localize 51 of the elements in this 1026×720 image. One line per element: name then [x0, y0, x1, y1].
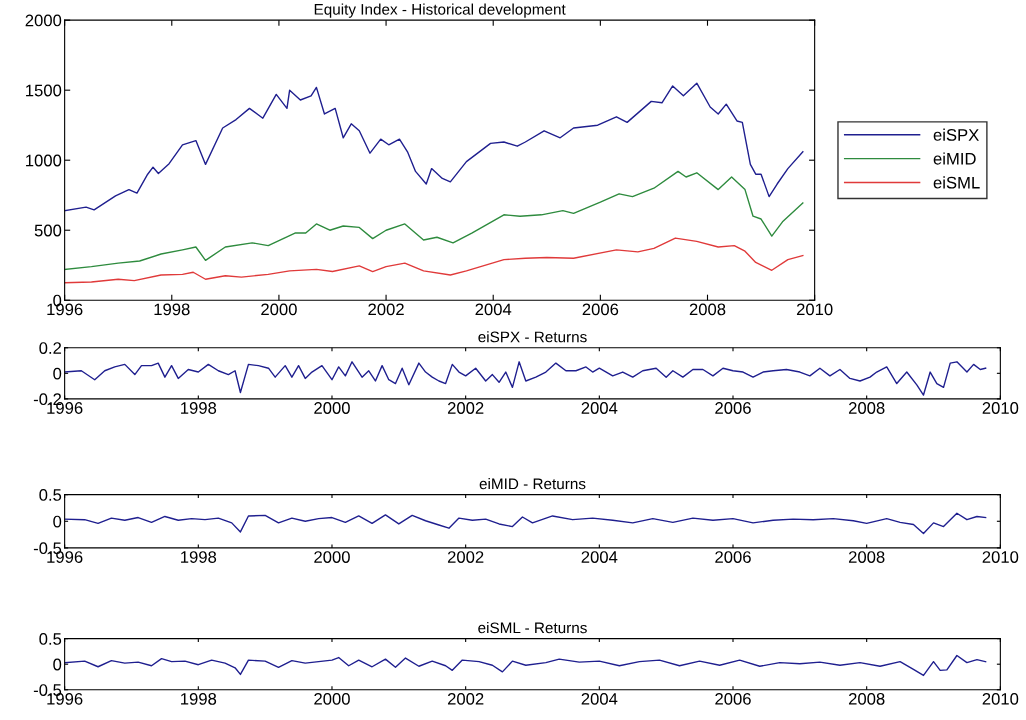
chart-title: eiSML - Returns [478, 622, 587, 634]
x-tick-label: 2000 [314, 551, 350, 563]
y-tick-label: 0 [53, 515, 62, 528]
x-tick-label: 2002 [447, 692, 484, 705]
x-tick-label: 1998 [181, 402, 217, 414]
x-tick-label: 2004 [581, 551, 618, 563]
x-tick-label: 2004 [581, 692, 618, 705]
x-tick-label: 2008 [848, 692, 885, 705]
chart-title: eiMID - Returns [479, 478, 586, 490]
chart-title: Equity Index - Historical development [314, 3, 566, 18]
x-tick-label: 1998 [181, 551, 217, 563]
y-tick-label: 1500 [26, 84, 62, 97]
x-tick-label: 2010 [982, 551, 1019, 563]
x-tick-label: 2006 [582, 303, 619, 316]
x-tick-label: 2000 [261, 303, 297, 316]
x-tick-label: 2004 [581, 402, 618, 414]
x-tick-label: 2008 [689, 303, 726, 316]
y-tick-label: 0 [53, 367, 62, 380]
x-tick-label: 1998 [181, 692, 217, 705]
chart-title: eiSPX - Returns [478, 331, 587, 343]
x-tick-label: 1998 [154, 303, 190, 316]
x-tick-label: 2006 [715, 402, 751, 414]
x-tick-label: 2008 [848, 551, 885, 563]
y-tick-label: 500 [34, 224, 62, 237]
legend-label: eiMID [933, 152, 976, 165]
x-tick-label: 2004 [475, 303, 512, 316]
legend-label: eiSPX [933, 128, 979, 141]
x-tick-label: 2002 [368, 303, 404, 316]
line-series [64, 512, 987, 535]
line-series [64, 237, 804, 284]
y-tick-label: 0.2 [39, 342, 62, 354]
y-tick-label: 2000 [25, 14, 62, 27]
x-tick-label: 2002 [447, 402, 484, 414]
x-tick-label: 2010 [982, 692, 1019, 705]
y-tick-label: 0 [53, 658, 62, 671]
y-tick-label: 0.5 [39, 633, 62, 645]
x-tick-label: 2000 [314, 692, 350, 705]
x-tick-label: 2006 [715, 551, 751, 563]
x-tick-label: 2002 [447, 551, 484, 563]
line-series [64, 654, 987, 677]
x-tick-label: 2008 [848, 402, 885, 414]
y-tick-label: 1000 [26, 154, 62, 167]
y-tick-label: 0.5 [39, 489, 62, 501]
x-tick-label: 2010 [982, 402, 1019, 414]
x-tick-label: 2006 [715, 692, 751, 705]
x-tick-label: 2010 [796, 303, 833, 316]
line-series [64, 82, 804, 212]
line-series [64, 170, 804, 271]
x-tick-label: 2000 [314, 402, 350, 414]
line-series [64, 361, 987, 396]
legend-label: eiSML [933, 176, 980, 189]
